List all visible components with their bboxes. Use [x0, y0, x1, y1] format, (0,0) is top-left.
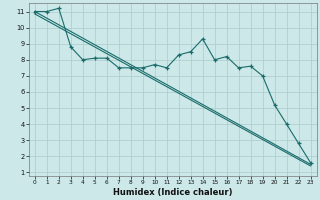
X-axis label: Humidex (Indice chaleur): Humidex (Indice chaleur) [113, 188, 232, 197]
